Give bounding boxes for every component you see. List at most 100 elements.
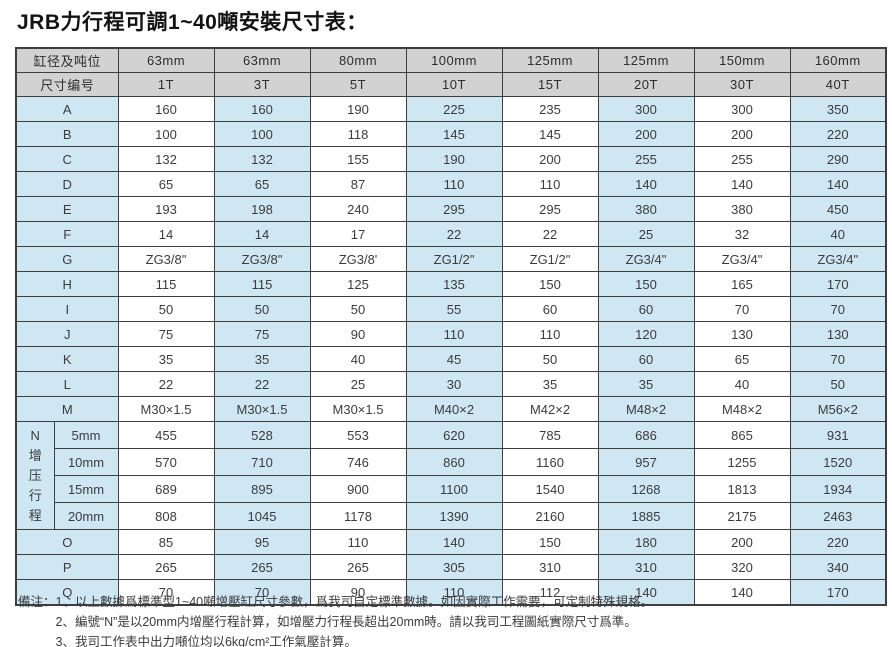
table-cell: 2160 [501, 502, 599, 530]
table-cell: 110 [501, 321, 599, 347]
table-cell: 310 [597, 554, 695, 580]
table-cell: 710 [213, 448, 311, 476]
header-label-cell: 缸径及吨位 [15, 47, 119, 73]
header-cell: 20T [597, 72, 695, 97]
table-cell: 14 [213, 221, 311, 247]
table-cell: 140 [693, 171, 791, 197]
table-row: O 85 95 110 140 150 180 200 220 [15, 529, 887, 555]
row-label-cell: A [15, 96, 119, 122]
table-cell: 100 [117, 121, 215, 147]
table-cell: 132 [213, 146, 311, 172]
table-row: K 35 35 40 45 50 60 65 70 [15, 346, 887, 372]
table-cell: 60 [501, 296, 599, 322]
table-row: M M30×1.5 M30×1.5 M30×1.5 M40×2 M42×2 M48×2 M48… [15, 396, 887, 422]
table-cell: 746 [309, 448, 407, 476]
table-row: J 75 75 90 110 110 120 130 130 [15, 321, 887, 347]
table-cell: 70 [213, 579, 311, 606]
header-cell: 125mm [501, 47, 599, 73]
table-cell: 225 [405, 96, 503, 122]
table-cell: ZG3/8" [117, 246, 215, 272]
table-cell: 87 [309, 171, 407, 197]
header-row: 缸径及吨位 63mm 63mm 80mm 100mm 125mm 125mm 150mm 160… [15, 47, 887, 73]
table-row: 15mm 689 895 900 1100 1540 1268 1813 1934 [16, 475, 887, 503]
table-cell: 50 [501, 346, 599, 372]
table-cell: 380 [693, 196, 791, 222]
table-cell: 200 [597, 121, 695, 147]
table-cell: 145 [405, 121, 503, 147]
table-cell: ZG3/4" [597, 246, 695, 272]
note-item: 3、我司工作表中出力噸位均以6kg/cm²工作氣壓計算。 [55, 635, 357, 647]
page-title: JRB力行程可調1~40噸安裝尺寸表： [17, 11, 368, 34]
table-cell: 130 [693, 321, 791, 347]
table-cell: 165 [693, 271, 791, 297]
table-cell: 140 [789, 171, 887, 197]
table-cell: 931 [789, 421, 887, 449]
table-cell: 130 [789, 321, 887, 347]
row-label-cell: O [15, 529, 119, 555]
table-row: I 50 50 50 55 60 60 70 70 [15, 296, 887, 322]
header-cell: 100mm [405, 47, 503, 73]
table-cell: 35 [597, 371, 695, 397]
row-label-cell: D [15, 171, 119, 197]
table-cell: 570 [117, 448, 215, 476]
table-cell: 320 [693, 554, 791, 580]
table-cell: ZG3/4" [693, 246, 791, 272]
table-cell: 95 [213, 529, 311, 555]
row-label-cell: J [15, 321, 119, 347]
notes-items: 1、以上數據爲標準型1~40噸增壓缸尺寸參數，爲我司自定標準數據。如因實際工作需… [56, 592, 654, 647]
table-cell: M30×1.5 [309, 396, 407, 422]
table-cell: 65 [213, 171, 311, 197]
table-cell: ZG3/8" [213, 246, 311, 272]
table-cell: 65 [117, 171, 215, 197]
table-cell: 145 [501, 121, 599, 147]
table-cell: 295 [501, 196, 599, 222]
table-cell: 200 [501, 146, 599, 172]
table-row: B 100 100 118 145 145 200 200 220 [15, 121, 887, 147]
table-cell: 30 [405, 371, 503, 397]
table-cell: 1178 [309, 502, 407, 530]
table-cell: 900 [309, 475, 407, 503]
row-label-cell: K [15, 346, 119, 372]
table-cell: 75 [117, 321, 215, 347]
table-cell: 1885 [597, 502, 695, 530]
table-cell: 160 [117, 96, 215, 122]
table-cell: 115 [213, 271, 311, 297]
table-row: D 65 65 87 110 110 140 140 140 [15, 171, 887, 197]
notes: 備注： 1、以上數據爲標準型1~40噸增壓缸尺寸參數，爲我司自定標準數據。如因實… [18, 592, 653, 647]
table-cell: 620 [405, 421, 503, 449]
table-cell: 35 [501, 371, 599, 397]
table-cell: 808 [117, 502, 215, 530]
table-cell: 17 [309, 221, 407, 247]
table-cell: 860 [405, 448, 503, 476]
table-cell: 22 [213, 371, 311, 397]
row-label-cell: M [15, 396, 119, 422]
table-cell: 115 [117, 271, 215, 297]
table-cell: M56×2 [789, 396, 887, 422]
table-cell: 70 [693, 296, 791, 322]
n-sub-label-cell: 10mm [53, 448, 119, 476]
table-cell: 150 [501, 271, 599, 297]
table-cell: 1100 [405, 475, 503, 503]
note-item: 1、以上數據爲標準型1~40噸增壓缸尺寸參數，爲我司自定標準數據。如因實際工作需… [55, 595, 654, 609]
header-cell: 15T [501, 72, 599, 97]
table-row: L 22 22 25 30 35 35 40 50 [15, 371, 887, 397]
row-label-cell: C [15, 146, 119, 172]
row-label-cell: I [15, 296, 119, 322]
table-cell: 300 [693, 96, 791, 122]
table-cell: 85 [117, 529, 215, 555]
table-cell: 40 [693, 371, 791, 397]
table-cell: 450 [789, 196, 887, 222]
table-cell: 340 [789, 554, 887, 580]
table-row: 10mm 570 710 746 860 1160 957 1255 1520 [16, 448, 887, 476]
table-cell: 240 [309, 196, 407, 222]
table-cell: 65 [693, 346, 791, 372]
table-cell: 170 [789, 271, 887, 297]
table-cell: 35 [117, 346, 215, 372]
table-cell: ZG3/4" [789, 246, 887, 272]
table-cell: 125 [309, 271, 407, 297]
table-cell: 150 [501, 529, 599, 555]
n-sub-label-cell: 5mm [53, 421, 119, 449]
table-cell: M40×2 [405, 396, 503, 422]
table-cell: 2175 [693, 502, 791, 530]
